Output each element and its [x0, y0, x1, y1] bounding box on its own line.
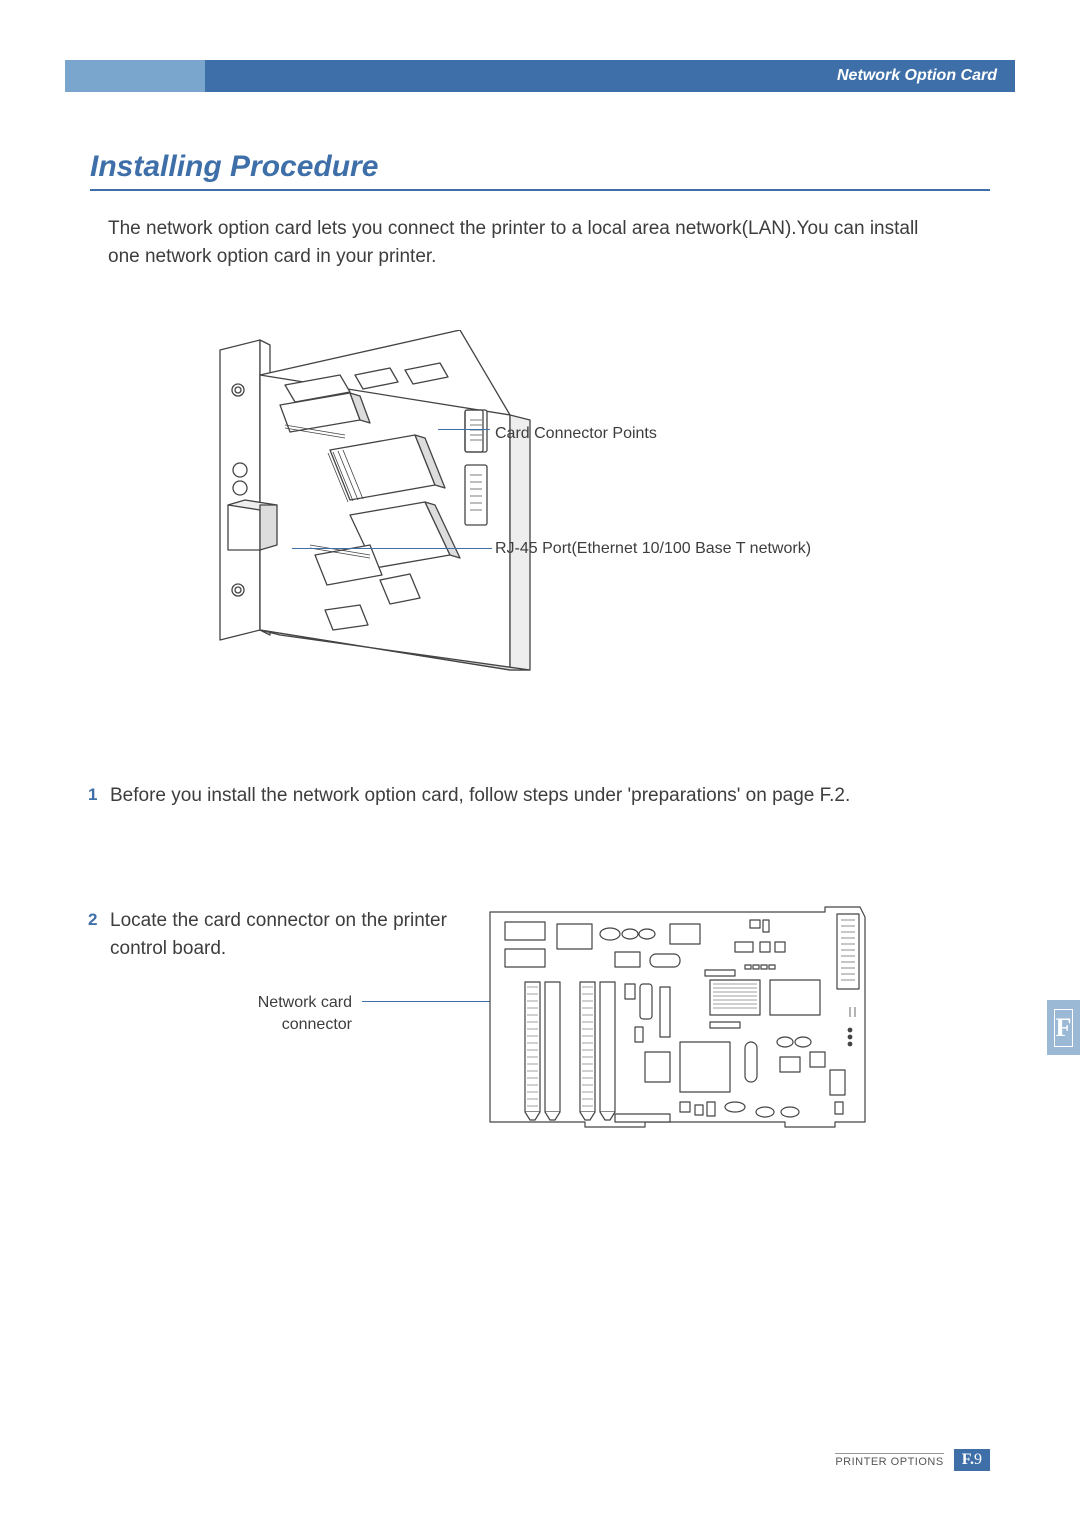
footer-page-number: F.9	[954, 1449, 990, 1471]
header-accent-right: Network Option Card	[205, 60, 1015, 92]
step-2-text: Locate the card connector on the printer…	[110, 907, 448, 962]
side-tab-letter: F	[1054, 1009, 1074, 1047]
section-heading: Installing Procedure	[90, 150, 990, 191]
step-1-number: 1	[88, 782, 110, 810]
section-side-tab: F	[1047, 1000, 1080, 1055]
header-title: Network Option Card	[837, 67, 997, 85]
network-card-diagram	[200, 330, 850, 690]
footer-label: PRINTER OPTIONS	[835, 1453, 943, 1468]
step-1: 1 Before you install the network option …	[88, 782, 950, 810]
control-board-diagram	[485, 902, 875, 1137]
step-2: 2 Locate the card connector on the print…	[88, 907, 448, 962]
diagram1-callout-connector: Card Connector Points	[495, 425, 657, 443]
page-footer: PRINTER OPTIONS F.9	[835, 1449, 990, 1471]
section-title-text: Installing Procedure	[90, 150, 378, 183]
step-2-number: 2	[88, 907, 110, 962]
diagram1-callout-connector-line	[438, 429, 490, 430]
diagram2-label: Network card connector	[232, 992, 352, 1037]
header-accent-left	[65, 60, 205, 92]
step-1-text: Before you install the network option ca…	[110, 782, 850, 810]
diagram1-callout-port: RJ-45 Port(Ethernet 10/100 Base T networ…	[495, 538, 811, 560]
intro-paragraph: The network option card lets you connect…	[108, 215, 950, 270]
header-bar: Network Option Card	[65, 60, 1015, 92]
diagram1-callout-port-line	[292, 548, 492, 549]
